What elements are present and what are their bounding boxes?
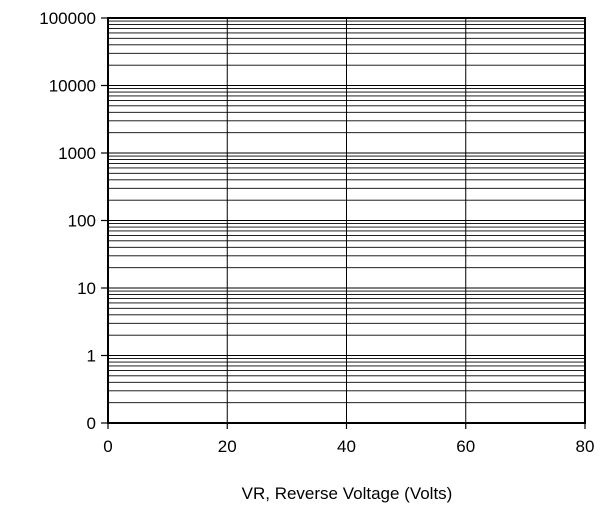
y-tick-label: 1: [87, 347, 96, 366]
y-tick-label: 1000: [58, 144, 96, 163]
x-tick-label: 60: [456, 437, 475, 456]
x-tick-label: 0: [103, 437, 112, 456]
y-tick-label: 10000: [49, 77, 96, 96]
y-tick-label: 100: [68, 212, 96, 231]
tick-layer: 0 1 10 100 1000 10000 100000 0 20 40 60 80: [39, 9, 594, 456]
x-tick-label: 20: [218, 437, 237, 456]
x-axis-title: VR, Reverse Voltage (Volts): [242, 484, 453, 503]
y-tick-label: 100000: [39, 9, 96, 28]
grid-layer: [108, 18, 585, 424]
x-tick-label: 80: [576, 437, 595, 456]
y-tick-label: 0: [87, 414, 96, 433]
x-tick-label: 40: [337, 437, 356, 456]
y-tick-label: 10: [77, 279, 96, 298]
